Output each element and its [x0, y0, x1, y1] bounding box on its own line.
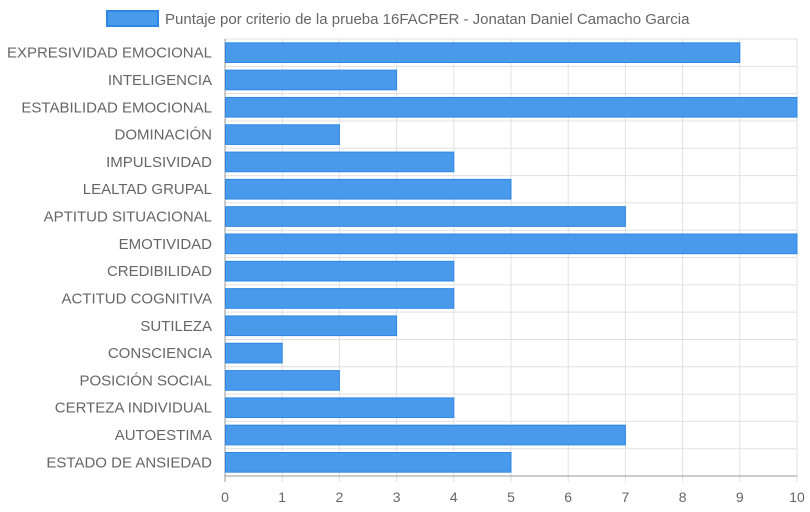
bar[interactable] — [225, 288, 455, 309]
bar[interactable] — [225, 370, 340, 391]
x-tick-label: 8 — [679, 489, 687, 505]
x-tick-label: 2 — [336, 489, 344, 505]
category-label: IMPULSIVIDAD — [106, 154, 212, 171]
bar[interactable] — [225, 151, 455, 173]
category-label: CREDIBILIDAD — [107, 263, 212, 280]
bar[interactable] — [225, 315, 398, 337]
bar[interactable] — [225, 424, 626, 446]
bar[interactable] — [225, 233, 798, 255]
x-tick-label: 3 — [393, 489, 401, 505]
bar[interactable] — [225, 178, 512, 200]
category-label: EMOTIVIDAD — [119, 236, 213, 253]
x-tick-label: 5 — [507, 489, 515, 505]
category-label: ESTADO DE ANSIEDAD — [46, 454, 212, 471]
x-tick-label: 7 — [622, 489, 630, 505]
legend-label: Puntaje por criterio de la prueba 16FACP… — [165, 11, 690, 28]
grid-lines — [224, 38, 798, 482]
bar[interactable] — [225, 397, 455, 419]
x-tick-label: 6 — [564, 489, 572, 505]
category-label: APTITUD SITUACIONAL — [44, 209, 212, 226]
category-label: CERTEZA INDIVIDUAL — [55, 400, 212, 417]
bar[interactable] — [225, 42, 741, 63]
legend[interactable]: Puntaje por criterio de la prueba 16FACP… — [106, 10, 690, 28]
category-labels: EXPRESIVIDAD EMOCIONAL INTELIGENCIA ESTABI… — [7, 45, 212, 472]
x-tick-label: 4 — [450, 489, 458, 505]
category-label: ACTITUD COGNITIVA — [61, 290, 212, 307]
x-tick-label: 10 — [789, 489, 805, 505]
bar[interactable] — [225, 96, 798, 118]
bar[interactable] — [225, 452, 512, 473]
x-tick-label: 1 — [278, 489, 286, 505]
bar[interactable] — [225, 69, 398, 91]
category-label: ESTABILIDAD EMOCIONAL — [21, 99, 212, 116]
x-tick-label: 9 — [736, 489, 744, 505]
category-label: EXPRESIVIDAD EMOCIONAL — [7, 45, 212, 62]
bar[interactable] — [225, 342, 283, 364]
category-label: LEALTAD GRUPAL — [83, 181, 212, 198]
bar[interactable] — [225, 206, 626, 227]
category-label: POSICIÓN SOCIAL — [79, 372, 212, 389]
x-tick-label: 0 — [221, 489, 229, 505]
category-label: DOMINACIÓN — [115, 127, 213, 144]
category-label: AUTOESTIMA — [115, 427, 212, 444]
category-label: SUTILEZA — [140, 318, 212, 335]
legend-swatch — [106, 10, 159, 27]
bars — [225, 42, 798, 473]
bar[interactable] — [225, 260, 455, 282]
x-axis-ticks: 0 1 2 3 4 5 6 7 8 9 10 — [221, 489, 805, 505]
category-label: CONSCIENCIA — [108, 345, 212, 362]
bar[interactable] — [225, 124, 340, 145]
category-label: INTELIGENCIA — [108, 72, 212, 89]
